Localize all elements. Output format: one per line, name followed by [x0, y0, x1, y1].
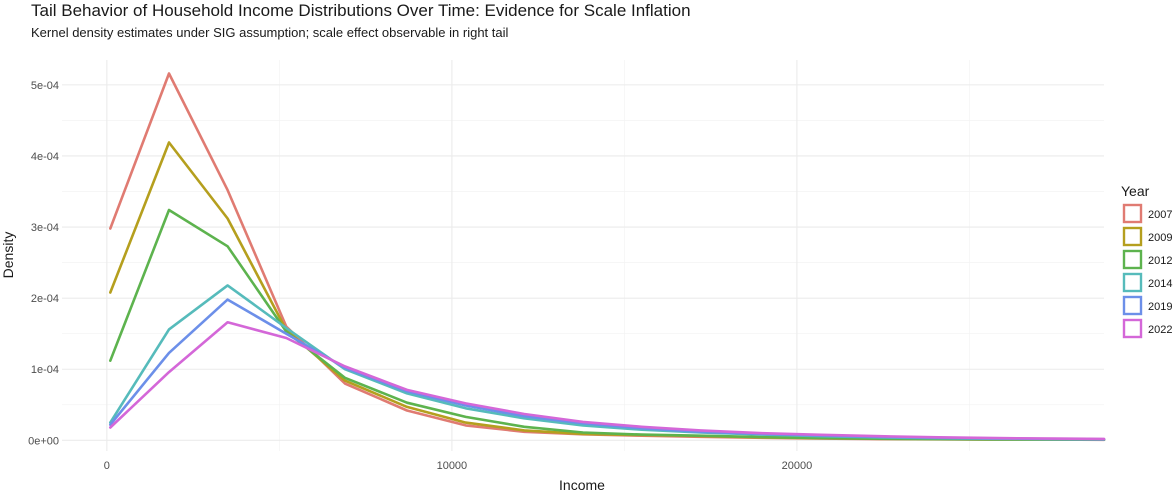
plot-panel: 0e+00 1e-04 2e-04 3e-04 4e-04 5e-04 0 10000 2000…	[28, 60, 1106, 472]
x-axis-title: Income	[559, 477, 605, 493]
series-line-2007	[109, 72, 1106, 442]
legend-key-2019	[1122, 295, 1143, 316]
legend-label-2012: 2012	[1148, 255, 1172, 267]
series-line-2022	[109, 320, 1106, 441]
legend-label-2007: 2007	[1148, 209, 1172, 221]
chart-subtitle: Kernel density estimates under SIG assum…	[31, 25, 509, 40]
legend-key-2012	[1122, 249, 1143, 270]
legend-key-2022	[1122, 318, 1143, 339]
x-tick-label: 10000	[437, 460, 468, 472]
legend-key-2014	[1122, 272, 1143, 293]
y-tick-label: 4e-04	[31, 151, 59, 163]
legend-label-2014: 2014	[1148, 278, 1172, 290]
y-tick-label: 1e-04	[31, 364, 59, 376]
y-tick-label: 3e-04	[31, 222, 59, 234]
legend-label-2009: 2009	[1148, 232, 1172, 244]
legend: 2007 2009 2012 2014 2019 2022	[1122, 203, 1172, 339]
y-tick-label: 0e+00	[28, 435, 59, 447]
series-line-2014	[109, 284, 1106, 441]
x-tick-label: 0	[104, 460, 110, 472]
y-tick-label: 5e-04	[31, 80, 59, 92]
legend-key-2009	[1122, 226, 1143, 247]
legend-label-2022: 2022	[1148, 324, 1172, 336]
legend-title: Year	[1121, 183, 1150, 199]
legend-key-2007	[1122, 203, 1143, 224]
chart-title: Tail Behavior of Household Income Distri…	[31, 1, 691, 20]
series-line-2012	[109, 208, 1106, 441]
legend-label-2019: 2019	[1148, 301, 1172, 313]
y-tick-label: 2e-04	[31, 293, 59, 305]
y-axis-title: Density	[0, 232, 16, 279]
x-tick-label: 20000	[782, 460, 813, 472]
